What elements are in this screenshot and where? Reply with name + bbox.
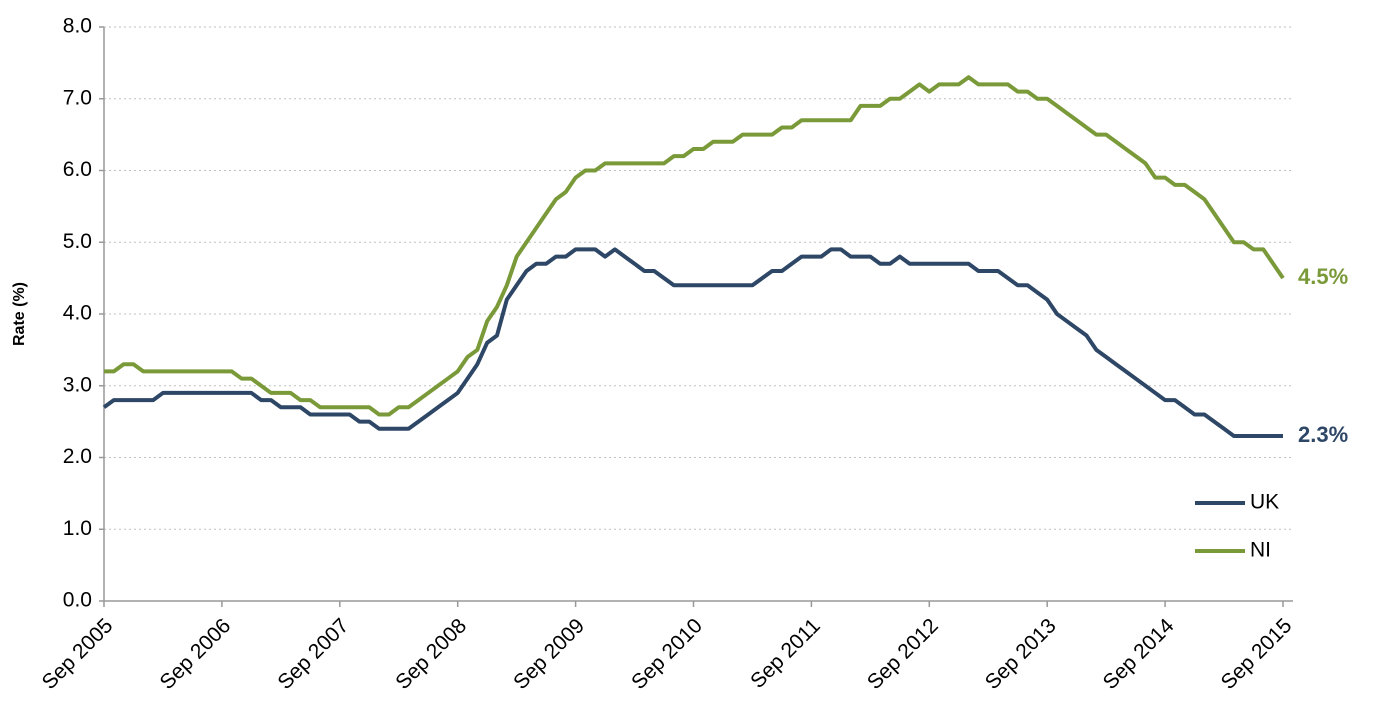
series-line xyxy=(104,75,1285,417)
x-tick-label: Sep 2011 xyxy=(746,614,825,693)
x-tick-label: Sep 2006 xyxy=(156,614,236,694)
series-line xyxy=(102,247,1283,438)
y-tick-label: 5.0 xyxy=(63,230,92,253)
y-tick-label: 7.0 xyxy=(63,86,92,109)
end-label: 2.3% xyxy=(1298,422,1348,447)
y-axis-label: Rate (%) xyxy=(11,282,28,346)
y-tick-label: 8.0 xyxy=(63,15,92,38)
y-tick-label: 1.0 xyxy=(63,517,92,540)
x-tick-label: Sep 2012 xyxy=(863,614,943,694)
legend-label: UK xyxy=(1250,491,1279,514)
x-tick-label: Sep 2007 xyxy=(273,614,353,694)
x-tick-label: Sep 2008 xyxy=(391,614,471,694)
y-tick-label: 0.0 xyxy=(63,589,92,612)
x-tick-label: Sep 2009 xyxy=(509,614,589,694)
x-tick-label: Sep 2014 xyxy=(1099,614,1179,694)
y-tick-label: 4.0 xyxy=(63,302,92,325)
x-tick-label: Sep 2010 xyxy=(627,614,707,694)
y-tick-label: 2.0 xyxy=(63,445,92,468)
x-tick-label: Sep 2005 xyxy=(38,614,118,694)
y-tick-label: 6.0 xyxy=(63,158,92,181)
y-tick-label: 3.0 xyxy=(63,373,92,396)
x-tick-label: Sep 2015 xyxy=(1217,614,1297,694)
x-tick-label: Sep 2013 xyxy=(981,614,1061,694)
legend-label: NI xyxy=(1250,539,1271,562)
end-label: 4.5% xyxy=(1298,264,1348,289)
